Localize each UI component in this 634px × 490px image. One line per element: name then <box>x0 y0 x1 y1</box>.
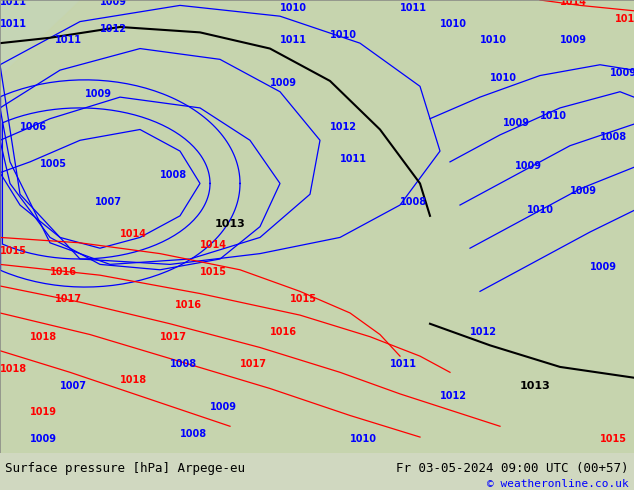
Text: 1009: 1009 <box>100 0 127 7</box>
Text: 1008: 1008 <box>170 359 197 369</box>
Text: 1009: 1009 <box>210 402 237 412</box>
Text: 1008: 1008 <box>600 132 627 142</box>
Text: 1009: 1009 <box>560 35 587 45</box>
Polygon shape <box>0 0 634 453</box>
Text: 1017: 1017 <box>160 332 187 342</box>
Text: Fr 03-05-2024 09:00 UTC (00+57): Fr 03-05-2024 09:00 UTC (00+57) <box>396 462 629 475</box>
Text: 1015: 1015 <box>0 245 27 256</box>
Text: 1011: 1011 <box>0 0 27 7</box>
Text: Surface pressure [hPa] Arpege-eu: Surface pressure [hPa] Arpege-eu <box>5 462 245 475</box>
Text: 1016: 1016 <box>50 267 77 277</box>
Text: 1019: 1019 <box>30 408 57 417</box>
Text: 1017: 1017 <box>55 294 82 304</box>
Text: 1008: 1008 <box>180 429 207 439</box>
Text: 1018: 1018 <box>30 332 57 342</box>
Text: 1009: 1009 <box>30 435 57 444</box>
Text: 1009: 1009 <box>570 186 597 196</box>
Text: 1015: 1015 <box>600 435 627 444</box>
Text: 1010: 1010 <box>480 35 507 45</box>
Text: 1010: 1010 <box>280 3 307 13</box>
Text: 1011: 1011 <box>340 154 367 164</box>
Text: 1007: 1007 <box>60 381 87 391</box>
Text: 1016: 1016 <box>175 299 202 310</box>
Text: 1010: 1010 <box>440 19 467 29</box>
Text: 1018: 1018 <box>120 375 147 385</box>
Text: 1014: 1014 <box>120 229 147 240</box>
Text: 1014: 1014 <box>615 14 634 24</box>
Text: 1011: 1011 <box>400 3 427 13</box>
Text: 1011: 1011 <box>55 35 82 45</box>
Text: 1010: 1010 <box>527 205 554 215</box>
Text: 1009: 1009 <box>270 78 297 88</box>
Text: 1005: 1005 <box>40 159 67 169</box>
Text: 1012: 1012 <box>100 24 127 34</box>
Text: 1010: 1010 <box>490 73 517 83</box>
Text: 1018: 1018 <box>0 364 27 374</box>
Text: 1012: 1012 <box>440 392 467 401</box>
Text: 1012: 1012 <box>470 326 497 337</box>
Text: 1015: 1015 <box>290 294 317 304</box>
Text: 1013: 1013 <box>215 219 246 229</box>
Text: 1010: 1010 <box>350 435 377 444</box>
Text: 1008: 1008 <box>160 170 187 180</box>
Text: 1011: 1011 <box>390 359 417 369</box>
Text: 1009: 1009 <box>590 262 617 272</box>
Text: 1011: 1011 <box>0 19 27 29</box>
Text: 1011: 1011 <box>280 35 307 45</box>
Text: 1012: 1012 <box>330 122 357 131</box>
Text: 1008: 1008 <box>400 197 427 207</box>
Text: 1007: 1007 <box>95 197 122 207</box>
Text: 1017: 1017 <box>240 359 267 369</box>
Text: 1009: 1009 <box>85 89 112 99</box>
Text: 1015: 1015 <box>200 267 227 277</box>
Text: 1010: 1010 <box>330 30 357 40</box>
Text: © weatheronline.co.uk: © weatheronline.co.uk <box>488 479 629 489</box>
Text: 1009: 1009 <box>515 161 542 172</box>
Text: 1014: 1014 <box>560 0 587 7</box>
Text: 1013: 1013 <box>520 381 551 391</box>
Text: 1009: 1009 <box>610 68 634 77</box>
Text: 1006: 1006 <box>20 122 47 131</box>
Text: 1010: 1010 <box>540 111 567 121</box>
Text: 1009: 1009 <box>503 118 530 128</box>
Text: 1016: 1016 <box>270 326 297 337</box>
Text: 1014: 1014 <box>200 240 227 250</box>
